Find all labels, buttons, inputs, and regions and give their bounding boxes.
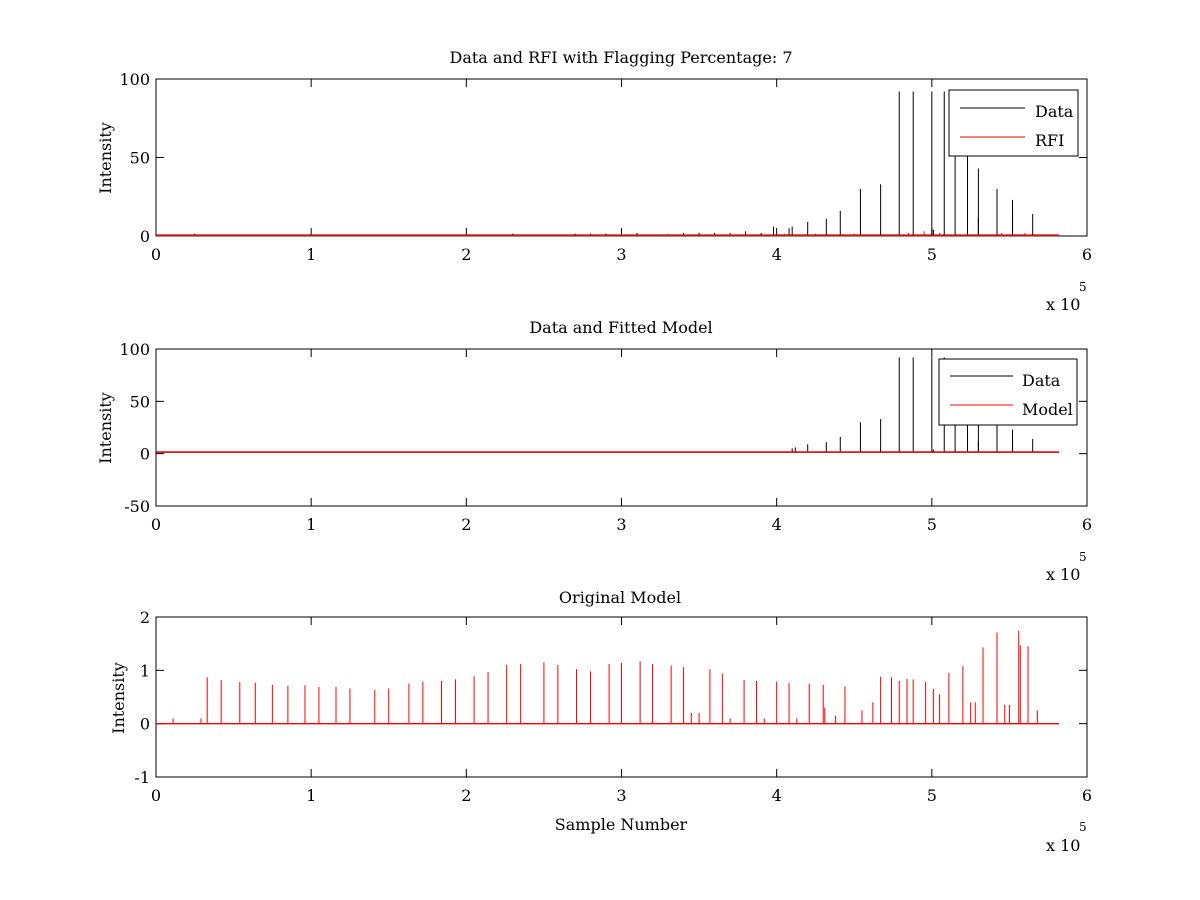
x-multiplier-1: x 10 bbox=[1046, 295, 1080, 314]
legend-label-data-2: Data bbox=[1022, 371, 1061, 390]
x-tick-label: 0 bbox=[151, 245, 161, 264]
legend-label-data-1: Data bbox=[1035, 102, 1074, 121]
x-tick-label: 2 bbox=[461, 245, 471, 264]
x-tick-label: 4 bbox=[772, 786, 782, 805]
x-tick-label: 4 bbox=[772, 515, 782, 534]
y-tick-label: 100 bbox=[119, 340, 150, 359]
x-tick-label: 1 bbox=[306, 786, 316, 805]
legend-box-1 bbox=[948, 89, 1079, 157]
x-tick-label: 5 bbox=[927, 245, 937, 264]
y-tick-label: 0 bbox=[140, 715, 150, 734]
x-tick-label: 5 bbox=[927, 515, 937, 534]
x-tick-label: 3 bbox=[616, 245, 626, 264]
y-tick-label: 0 bbox=[140, 227, 150, 246]
x-tick-label: 1 bbox=[306, 515, 316, 534]
x-tick-label: 1 bbox=[306, 245, 316, 264]
x-tick-label: 5 bbox=[927, 786, 937, 805]
x-multiplier-exp-1: 5 bbox=[1079, 280, 1087, 294]
plot-area-1: 0 1 2 3 4 5 6 0 50 100 bbox=[119, 70, 1092, 264]
x-tick-label: 2 bbox=[461, 786, 471, 805]
chart-title-3: Original Model bbox=[559, 588, 681, 607]
y-axis-label-3: Intensity bbox=[109, 662, 128, 734]
y-tick-label: 50 bbox=[130, 149, 150, 168]
x-tick-label: 6 bbox=[1082, 786, 1092, 805]
legend-label-rfi-1: RFI bbox=[1035, 131, 1064, 150]
chart-title-2: Data and Fitted Model bbox=[529, 318, 712, 337]
chart-panel-2: Data and Fitted Model Intensity 0 1 2 3 4 5 6 -… bbox=[96, 318, 1092, 584]
x-tick-label: 6 bbox=[1082, 515, 1092, 534]
x-multiplier-3: x 10 bbox=[1046, 836, 1080, 855]
y-tick-label: 1 bbox=[140, 661, 150, 680]
x-tick-label: 3 bbox=[616, 786, 626, 805]
x-tick-label: 0 bbox=[151, 515, 161, 534]
x-multiplier-exp-2: 5 bbox=[1079, 550, 1087, 564]
y-tick-label: 100 bbox=[119, 70, 150, 89]
x-tick-label: 2 bbox=[461, 515, 471, 534]
legend-1: Data RFI bbox=[948, 89, 1079, 157]
x-multiplier-exp-3: 5 bbox=[1079, 820, 1087, 834]
chart-title-1: Data and RFI with Flagging Percentage: 7 bbox=[449, 48, 792, 67]
x-tick-label: 6 bbox=[1082, 245, 1092, 264]
x-multiplier-2: x 10 bbox=[1046, 565, 1080, 584]
y-tick-label: 50 bbox=[130, 392, 150, 411]
y-axis-label-1: Intensity bbox=[96, 122, 115, 194]
y-tick-label: -50 bbox=[124, 497, 150, 516]
x-tick-label: 3 bbox=[616, 515, 626, 534]
y-tick-label: 2 bbox=[140, 608, 150, 627]
x-tick-label: 4 bbox=[772, 245, 782, 264]
chart-panel-1: Data and RFI with Flagging Percentage: 7… bbox=[96, 48, 1092, 314]
x-tick-label: 0 bbox=[151, 786, 161, 805]
y-tick-label: -1 bbox=[134, 768, 150, 787]
y-axis-label-2: Intensity bbox=[96, 392, 115, 464]
legend-box-2 bbox=[938, 358, 1078, 426]
legend-2: Data Model bbox=[938, 358, 1078, 426]
y-tick-label: 0 bbox=[140, 445, 150, 464]
legend-label-model-2: Model bbox=[1022, 400, 1073, 419]
x-axis-label-3: Sample Number bbox=[555, 815, 688, 834]
